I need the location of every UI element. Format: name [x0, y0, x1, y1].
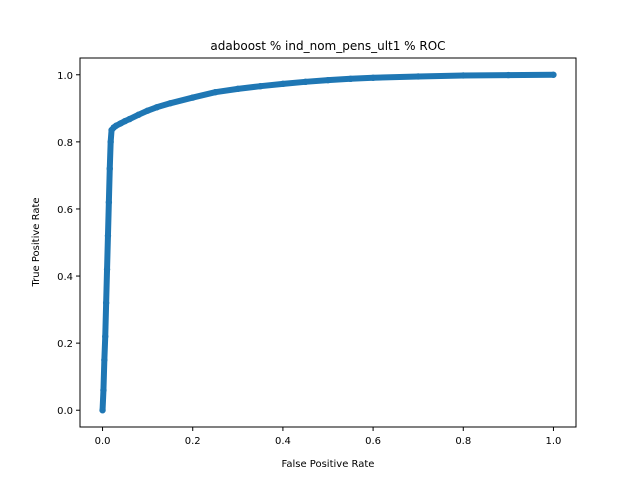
roc-point: [302, 78, 309, 86]
roc-point: [234, 85, 242, 93]
x-tick-label: 0.2: [185, 436, 201, 447]
roc-point: [102, 333, 109, 340]
y-tick-label: 0.6: [57, 205, 73, 216]
roc-point: [99, 407, 106, 414]
roc-point: [212, 89, 219, 96]
x-tick-label: 0.0: [95, 436, 111, 447]
x-tick-label: 0.8: [455, 436, 471, 447]
roc-point: [105, 199, 113, 206]
roc-point: [347, 75, 354, 83]
roc-point: [257, 82, 264, 90]
y-tick-label: 0.4: [57, 272, 73, 283]
x-axis: 0.0 0.2 0.4 0.6 0.8 1.0: [95, 427, 562, 447]
plot-area: [99, 71, 557, 414]
roc-point: [107, 138, 114, 146]
roc-point: [460, 72, 467, 79]
roc-point: [414, 73, 422, 80]
y-axis: 0.0 0.2 0.4 0.6 0.8 1.0: [57, 71, 80, 417]
roc-point: [279, 80, 287, 88]
roc-point: [505, 71, 512, 79]
roc-point: [101, 356, 108, 364]
y-axis-label: True Positive Rate: [31, 197, 42, 287]
roc-point: [103, 266, 111, 273]
roc-point: [153, 104, 160, 111]
roc-point: [189, 94, 196, 101]
x-tick-label: 0.6: [365, 436, 381, 447]
roc-point: [106, 165, 113, 172]
y-tick-label: 0.0: [57, 406, 73, 417]
roc-point: [102, 299, 110, 307]
roc-point: [100, 386, 107, 394]
roc-point: [550, 71, 557, 78]
y-tick-label: 1.0: [57, 71, 73, 82]
roc-point: [166, 100, 174, 107]
x-tick-label: 1.0: [546, 436, 562, 447]
roc-point: [144, 107, 151, 114]
x-tick-label: 0.4: [275, 436, 291, 447]
chart-title: adaboost % ind_nom_pens_ult1 % ROC: [210, 39, 445, 53]
axes-frame: [79, 57, 577, 428]
roc-point: [135, 111, 142, 118]
y-tick-label: 0.2: [57, 339, 73, 350]
roc-point: [324, 76, 332, 84]
roc-point: [369, 74, 377, 81]
roc-point: [126, 115, 133, 123]
y-tick-label: 0.8: [57, 138, 73, 149]
x-axis-label: False Positive Rate: [282, 459, 375, 470]
roc-point: [104, 232, 112, 239]
